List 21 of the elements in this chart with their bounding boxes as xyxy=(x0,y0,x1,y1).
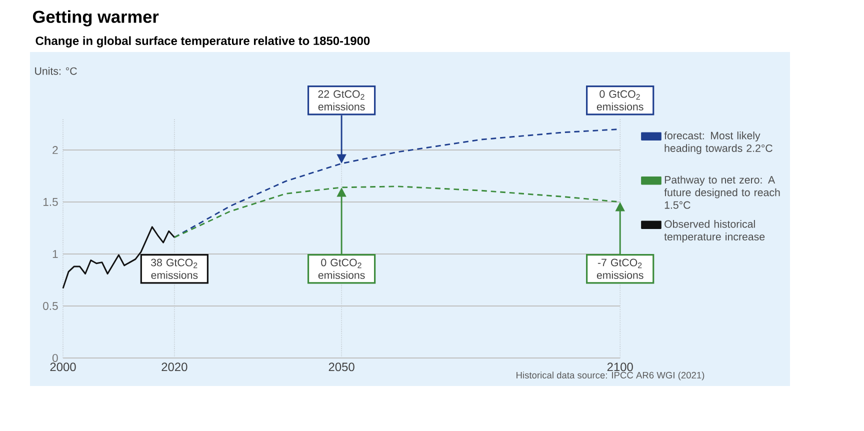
legend-label: Pathway to net zero: A future designed to reach 1.5°C xyxy=(664,176,780,209)
annotation: 0 GtCO$_{2}$ emissions xyxy=(596,90,644,110)
x-tick-label: 2100 xyxy=(607,362,633,372)
y-tick-label: 0.5 xyxy=(43,302,58,310)
y-tick-label: 1.5 xyxy=(43,198,58,206)
y-axis-title: Units: °C xyxy=(35,67,77,75)
x-tick-label: 2020 xyxy=(162,362,188,372)
y-tick-label: 0 xyxy=(52,354,58,362)
x-tick-label: 2000 xyxy=(50,362,76,372)
legend-label: forecast: Most likely heading towards 2.2°C xyxy=(664,132,772,154)
chart-title: Getting warmer xyxy=(32,10,159,26)
legend-label: Observed historical temperature increase xyxy=(664,220,765,243)
text: Historical data source: IPCC AR6 WGI (2021) xyxy=(516,372,704,380)
annotation: 38 GtCO$_{2}$ emissions xyxy=(151,258,198,279)
x-tick-label: 2050 xyxy=(328,362,354,372)
annotation: -7 GtCO$_{2}$ emissions xyxy=(596,258,644,279)
annotation: 0 GtCO$_{2}$ emissions xyxy=(318,258,365,279)
annotation: 22 GtCO$_{2}$ emissions xyxy=(318,90,365,110)
y-tick-label: 2 xyxy=(52,146,58,154)
y-tick-label: 1 xyxy=(52,250,58,258)
chart-subtitle: Change in global surface temperature relative to 1850-1900 xyxy=(36,36,370,48)
